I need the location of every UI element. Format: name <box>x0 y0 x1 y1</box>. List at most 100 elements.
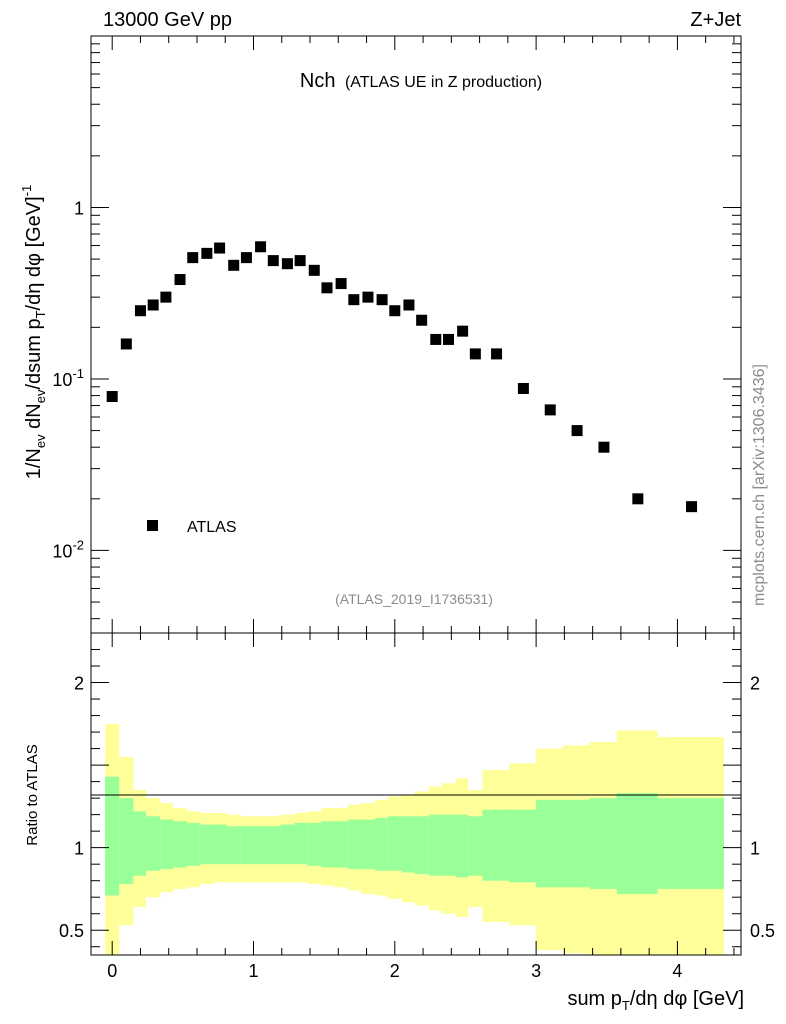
data-point <box>544 404 556 416</box>
plot-title-sub: (ATLAS UE in Z production) <box>345 74 542 91</box>
x-tick-label: 2 <box>390 961 400 981</box>
x-tick-label: 4 <box>672 961 682 981</box>
data-point <box>517 382 529 394</box>
analysis-id-label: (ATLAS_2019_I1736531) <box>335 591 493 607</box>
header-right-label: Z+Jet <box>690 9 741 31</box>
y-tick-label: 10-1 <box>52 366 84 390</box>
green-band-bin <box>387 816 402 871</box>
data-point <box>281 258 293 270</box>
data-point <box>571 425 583 437</box>
axis-ticks: 0 1 2 3 4 1 10-1 10-2 2 2 1 1 0.5 0.5 <box>52 36 775 981</box>
green-band-bin <box>267 826 281 865</box>
ratio-tick-label-left: 1 <box>74 839 84 859</box>
data-point <box>389 305 401 317</box>
green-band-bin <box>401 816 415 873</box>
data-point <box>187 252 199 264</box>
x-tick-label: 3 <box>531 961 541 981</box>
plot-title: Nch (ATLAS UE in Z production) <box>300 70 542 92</box>
green-band-bin <box>468 816 483 876</box>
data-point <box>443 333 454 345</box>
legend-label-atlas: ATLAS <box>187 519 237 536</box>
y-tick-label: 1 <box>74 198 84 218</box>
green-band-bin <box>160 819 173 870</box>
data-point <box>106 391 118 403</box>
x-axis-label: sum pT/dη dφ [GeV] <box>567 988 744 1013</box>
green-band-bin <box>119 798 134 884</box>
green-band-bin <box>133 811 147 876</box>
data-point <box>214 242 226 254</box>
data-point <box>120 338 132 350</box>
y-axis-label: 1/Nev dNev/dsum pT/dη dφ [GeV]-1 <box>19 185 48 480</box>
data-point <box>240 252 252 264</box>
green-band-bin <box>253 826 268 865</box>
data-point <box>147 299 159 311</box>
legend-marker-atlas <box>147 520 158 531</box>
data-point <box>308 264 320 276</box>
data-point <box>335 278 347 290</box>
data-point <box>294 255 306 267</box>
data-point <box>160 291 172 303</box>
data-point <box>632 493 644 505</box>
green-band-bin <box>616 793 658 894</box>
green-band-bin <box>226 826 241 865</box>
green-band-bin <box>280 824 295 865</box>
data-point <box>267 255 279 267</box>
plot-title-main: Nch <box>300 70 336 92</box>
ratio-tick-label-right: 0.5 <box>750 921 775 941</box>
green-band-bin <box>657 798 725 889</box>
data-point <box>598 441 610 453</box>
data-point <box>134 305 146 317</box>
green-band-bin <box>455 814 469 878</box>
x-tick-label: 1 <box>248 961 258 981</box>
green-band-bin <box>375 817 388 871</box>
green-band-bin <box>348 819 361 870</box>
main-plot-frame <box>90 35 742 634</box>
data-point <box>469 348 481 360</box>
data-point <box>457 325 469 337</box>
data-point <box>201 247 213 259</box>
green-band-bin <box>509 809 537 883</box>
green-band-bin <box>536 799 563 888</box>
data-point <box>362 291 374 303</box>
green-band-bin <box>187 822 200 866</box>
data-point <box>228 259 240 271</box>
ratio-tick-label-left: 0.5 <box>59 921 84 941</box>
green-band-bin <box>172 821 188 868</box>
green-band-bin <box>334 821 349 868</box>
data-point <box>430 333 442 345</box>
data-point <box>491 348 503 360</box>
green-band-bin <box>105 776 120 896</box>
ratio-tick-label-right: 1 <box>750 839 760 859</box>
green-band-bin <box>307 822 322 866</box>
ratio-tick-label-right: 2 <box>750 674 760 694</box>
data-markers <box>106 241 698 513</box>
data-point <box>376 294 388 306</box>
green-band-bin <box>199 824 214 865</box>
green-band-bin <box>240 826 254 865</box>
data-point <box>686 501 698 513</box>
data-point <box>255 241 267 253</box>
green-band-bin <box>414 816 429 875</box>
data-point <box>174 274 186 286</box>
x-tick-label: 0 <box>107 961 117 981</box>
data-point <box>321 282 333 294</box>
green-band-bin <box>562 799 590 888</box>
green-band-bin <box>589 798 617 889</box>
header-left-label: 13000 GeV pp <box>103 9 232 31</box>
green-band-bin <box>428 814 442 876</box>
side-source-label: mcplots.cern.ch [arXiv:1306.3436] <box>751 364 768 606</box>
ratio-y-axis-label: Ratio to ATLAS <box>24 744 41 845</box>
green-band-bin <box>321 821 335 868</box>
ratio-bands <box>105 723 725 955</box>
data-point <box>348 294 360 306</box>
y-tick-label: 10-2 <box>52 537 84 561</box>
data-point <box>403 299 415 311</box>
green-band-bin <box>213 824 227 865</box>
green-band-bin <box>441 814 456 876</box>
data-point <box>416 314 428 326</box>
green-band-bin <box>360 819 376 870</box>
ratio-tick-label-left: 2 <box>74 674 84 694</box>
green-band-bin <box>482 809 510 881</box>
green-band-bin <box>294 822 308 865</box>
